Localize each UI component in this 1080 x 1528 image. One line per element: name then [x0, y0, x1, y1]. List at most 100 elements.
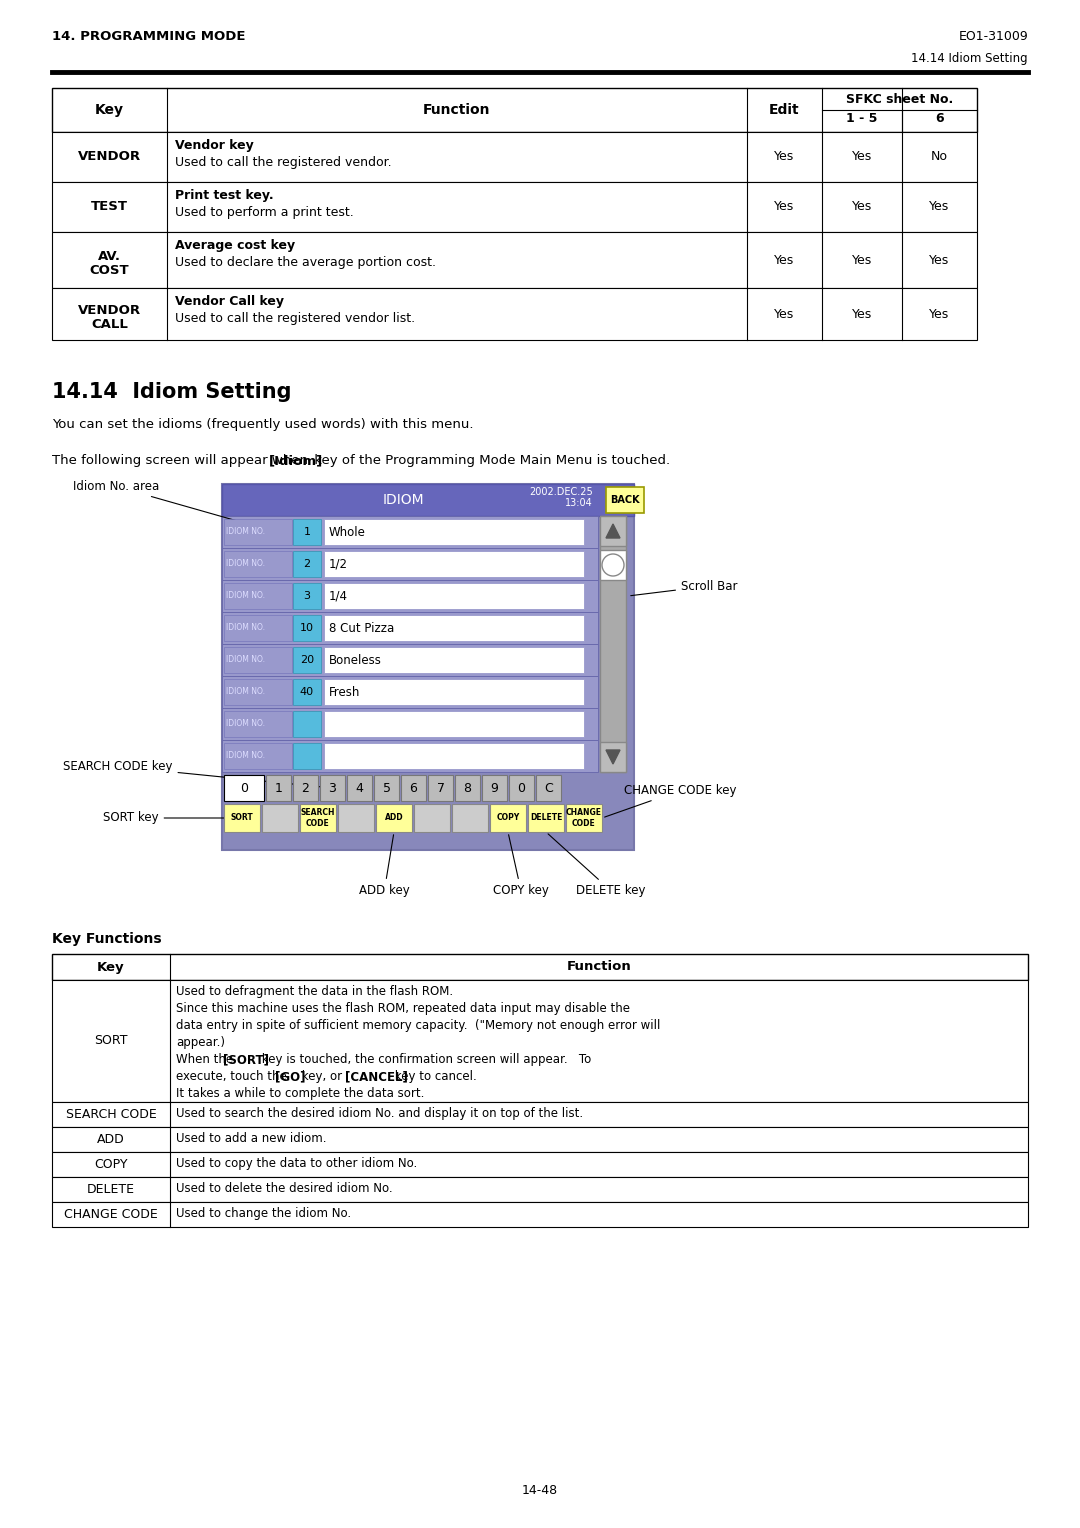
Text: 40: 40	[300, 688, 314, 697]
Bar	[600, 516, 626, 545]
Bar	[455, 775, 480, 801]
Bar	[320, 775, 345, 801]
Text: ADD key: ADD key	[359, 834, 409, 897]
Text: 1 - 5: 1 - 5	[847, 112, 878, 125]
Text: 4: 4	[355, 781, 364, 795]
Text: Idiom No. area: Idiom No. area	[73, 480, 259, 527]
Text: No: No	[931, 150, 948, 163]
Text: 2002.DEC.25: 2002.DEC.25	[529, 487, 593, 497]
Text: IDIOM NO.: IDIOM NO.	[226, 688, 265, 697]
Text: 2: 2	[301, 781, 310, 795]
Bar	[482, 775, 507, 801]
Text: data entry in spite of sufficient memory capacity.  ("Memory not enough error wi: data entry in spite of sufficient memory…	[176, 1019, 660, 1031]
Text: C: C	[544, 781, 553, 795]
Text: 6: 6	[935, 112, 944, 125]
Bar	[224, 614, 292, 642]
Bar	[52, 1102, 1028, 1128]
Text: BACK: BACK	[610, 495, 639, 504]
Text: [GO]: [GO]	[274, 1070, 306, 1083]
Text: CHANGE
CODE: CHANGE CODE	[566, 808, 602, 828]
Bar	[293, 743, 321, 769]
Text: Whole: Whole	[329, 526, 366, 538]
Bar	[293, 614, 321, 642]
Text: Used to add a new idiom.: Used to add a new idiom.	[176, 1132, 326, 1144]
Bar	[293, 584, 321, 610]
Bar	[293, 775, 318, 801]
Text: DELETE: DELETE	[530, 813, 563, 822]
Text: DELETE: DELETE	[87, 1183, 135, 1196]
Text: 14.14 Idiom Setting: 14.14 Idiom Setting	[912, 52, 1028, 66]
Text: Used to perform a print test.: Used to perform a print test.	[175, 206, 354, 219]
Bar	[52, 979, 1028, 1102]
Text: AV.: AV.	[98, 251, 121, 263]
Text: When the: When the	[176, 1053, 237, 1067]
Bar	[222, 549, 598, 581]
Text: CHANGE CODE: CHANGE CODE	[64, 1209, 158, 1221]
Text: Key: Key	[97, 961, 125, 973]
Circle shape	[602, 555, 624, 576]
Text: 20: 20	[300, 656, 314, 665]
Text: SEARCH CODE key: SEARCH CODE key	[63, 759, 329, 788]
Text: 1/2: 1/2	[329, 558, 348, 570]
Text: Vendor key: Vendor key	[175, 139, 254, 151]
Text: 1: 1	[303, 527, 311, 536]
Bar	[428, 775, 453, 801]
Text: 0: 0	[240, 781, 248, 795]
Text: 1: 1	[274, 781, 283, 795]
Bar	[224, 678, 292, 704]
Bar	[293, 646, 321, 672]
Bar	[222, 484, 634, 850]
Text: key is touched, the confirmation screen will appear.   To: key is touched, the confirmation screen …	[258, 1053, 591, 1067]
Bar	[52, 182, 977, 232]
Text: 14-48: 14-48	[522, 1484, 558, 1496]
Bar	[293, 552, 321, 578]
Text: 13:04: 13:04	[565, 498, 593, 507]
Text: CHANGE CODE key: CHANGE CODE key	[605, 784, 737, 817]
Text: Used to call the registered vendor.: Used to call the registered vendor.	[175, 156, 392, 170]
Bar	[222, 675, 598, 707]
Text: 3: 3	[328, 781, 337, 795]
Polygon shape	[606, 524, 620, 538]
Text: Vendor Call key: Vendor Call key	[175, 295, 284, 309]
Text: 8 Cut Pizza: 8 Cut Pizza	[329, 622, 394, 634]
Bar	[222, 740, 598, 772]
Bar	[324, 584, 584, 610]
Text: Scroll Bar: Scroll Bar	[631, 579, 738, 596]
Bar	[224, 520, 292, 545]
Text: Yes: Yes	[852, 254, 873, 266]
Bar	[224, 804, 260, 833]
Text: Used to declare the average portion cost.: Used to declare the average portion cost…	[175, 257, 436, 269]
Bar	[293, 711, 321, 736]
Text: VENDOR: VENDOR	[78, 304, 141, 316]
Text: CALL: CALL	[91, 318, 127, 332]
Text: COPY: COPY	[497, 813, 519, 822]
Text: ADD: ADD	[384, 813, 403, 822]
Bar	[224, 646, 292, 672]
Text: ADD: ADD	[97, 1132, 125, 1146]
Text: IDIOM NO.: IDIOM NO.	[226, 752, 265, 761]
Bar	[453, 804, 488, 833]
Bar	[600, 550, 626, 581]
Bar	[266, 775, 291, 801]
Bar	[52, 1203, 1028, 1227]
Bar	[52, 1152, 1028, 1177]
Text: VENDOR: VENDOR	[78, 150, 141, 163]
Text: Key Functions: Key Functions	[52, 932, 162, 946]
Bar	[52, 1128, 1028, 1152]
Text: 9: 9	[490, 781, 499, 795]
Text: 14.14  Idiom Setting: 14.14 Idiom Setting	[52, 382, 292, 402]
Text: [CANCEL]: [CANCEL]	[345, 1070, 407, 1083]
Bar	[324, 711, 584, 736]
Text: key of the Programming Mode Main Menu is touched.: key of the Programming Mode Main Menu is…	[310, 454, 670, 468]
Bar	[338, 804, 374, 833]
Text: You can set the idioms (frequently used words) with this menu.: You can set the idioms (frequently used …	[52, 419, 473, 431]
Bar	[222, 707, 598, 740]
Text: SEARCH CODE: SEARCH CODE	[66, 1108, 157, 1122]
Bar	[52, 131, 977, 182]
Bar	[324, 614, 584, 642]
Text: COPY key: COPY key	[492, 834, 549, 897]
Text: Average cost key: Average cost key	[175, 238, 295, 252]
Text: execute, touch the: execute, touch the	[176, 1070, 291, 1083]
Text: IDIOM NO.: IDIOM NO.	[226, 720, 265, 729]
Text: [Idiom]: [Idiom]	[269, 454, 323, 468]
